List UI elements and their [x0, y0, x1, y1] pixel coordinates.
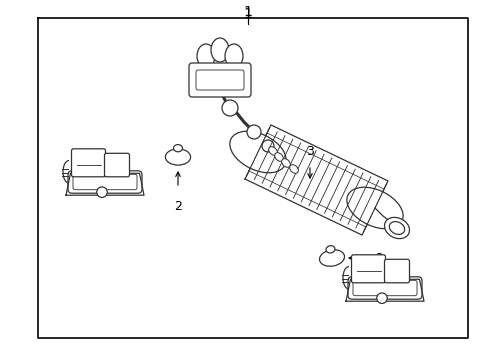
- FancyBboxPatch shape: [351, 255, 386, 283]
- Text: 3: 3: [306, 145, 314, 158]
- Ellipse shape: [290, 165, 298, 173]
- FancyBboxPatch shape: [196, 70, 244, 90]
- Ellipse shape: [230, 131, 286, 173]
- Ellipse shape: [319, 250, 344, 266]
- Ellipse shape: [211, 38, 229, 62]
- Ellipse shape: [282, 159, 290, 167]
- FancyBboxPatch shape: [68, 171, 142, 193]
- FancyBboxPatch shape: [348, 277, 422, 299]
- Text: 2: 2: [174, 200, 182, 213]
- Ellipse shape: [197, 44, 215, 68]
- Ellipse shape: [347, 187, 403, 229]
- Text: 2: 2: [375, 252, 383, 265]
- FancyBboxPatch shape: [385, 259, 410, 283]
- FancyBboxPatch shape: [189, 63, 251, 97]
- FancyBboxPatch shape: [353, 280, 417, 296]
- Circle shape: [97, 187, 107, 197]
- Circle shape: [262, 140, 274, 152]
- Ellipse shape: [385, 217, 410, 239]
- Text: 1: 1: [244, 7, 252, 21]
- Circle shape: [377, 293, 387, 303]
- Ellipse shape: [326, 246, 335, 253]
- Ellipse shape: [225, 44, 243, 68]
- Ellipse shape: [390, 221, 405, 234]
- Ellipse shape: [166, 149, 191, 165]
- Text: 1: 1: [244, 5, 252, 19]
- Ellipse shape: [173, 145, 182, 152]
- Polygon shape: [66, 173, 144, 195]
- Polygon shape: [346, 279, 424, 301]
- Circle shape: [222, 100, 238, 116]
- FancyBboxPatch shape: [73, 174, 137, 190]
- Ellipse shape: [275, 153, 283, 161]
- FancyBboxPatch shape: [72, 149, 105, 177]
- FancyBboxPatch shape: [104, 153, 129, 177]
- Ellipse shape: [269, 147, 277, 155]
- Circle shape: [247, 125, 261, 139]
- Polygon shape: [245, 125, 388, 235]
